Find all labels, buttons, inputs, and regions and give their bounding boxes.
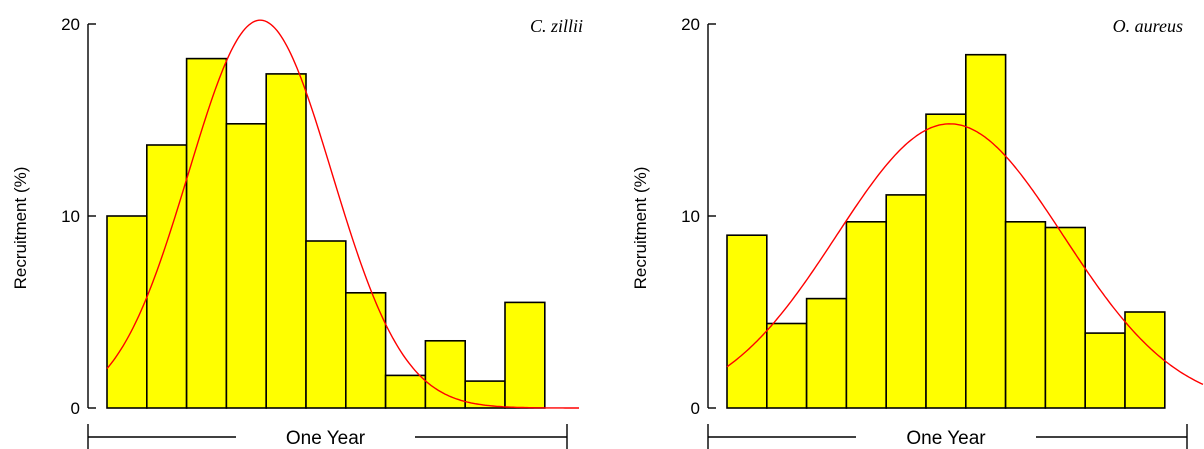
y-tick-label: 20 [61, 15, 80, 34]
bar-3 [185, 57, 228, 409]
chart-title: O. aureus [1113, 16, 1183, 36]
x-axis-label: One Year [286, 428, 366, 449]
bar-8 [384, 374, 427, 409]
y-tick-label: 0 [71, 399, 80, 418]
bar-5 [265, 73, 307, 409]
y-axis-label: Recruitment (%) [631, 167, 650, 290]
y-tick-label: 10 [681, 207, 700, 226]
bar-4 [225, 123, 267, 409]
chart-title: C. zillii [530, 16, 583, 36]
bar-10 [1084, 332, 1126, 409]
bar-1 [726, 234, 768, 409]
chart-panel-o-aureus: 0 10 20 Recruitment (%) One Year O. aureus [631, 15, 1204, 449]
bar-10 [464, 380, 506, 409]
bar-7 [964, 53, 1007, 409]
fit-curve [726, 123, 1204, 386]
bar-6 [925, 113, 967, 409]
y-axis-label: Recruitment (%) [11, 167, 30, 290]
bar-7 [344, 291, 387, 409]
bar-4 [845, 221, 888, 409]
bar-9 [424, 339, 466, 409]
bar-2 [146, 144, 188, 409]
bar-2 [765, 322, 808, 409]
bar-3 [805, 297, 848, 409]
y-tick-label: 20 [681, 15, 700, 34]
bar-8 [1004, 221, 1047, 409]
chart-panel-c-zillii: 0 10 20 Recruitment (%) One Year C. zillii [11, 15, 583, 449]
y-tick-label: 10 [61, 207, 80, 226]
bar-9 [1044, 226, 1087, 409]
x-axis-label: One Year [906, 428, 986, 449]
bar-6 [305, 240, 347, 409]
bar-11 [504, 301, 546, 409]
fit-curve [106, 19, 579, 409]
bar-11 [1124, 311, 1166, 409]
bar-5 [885, 194, 927, 409]
y-tick-label: 0 [691, 399, 700, 418]
